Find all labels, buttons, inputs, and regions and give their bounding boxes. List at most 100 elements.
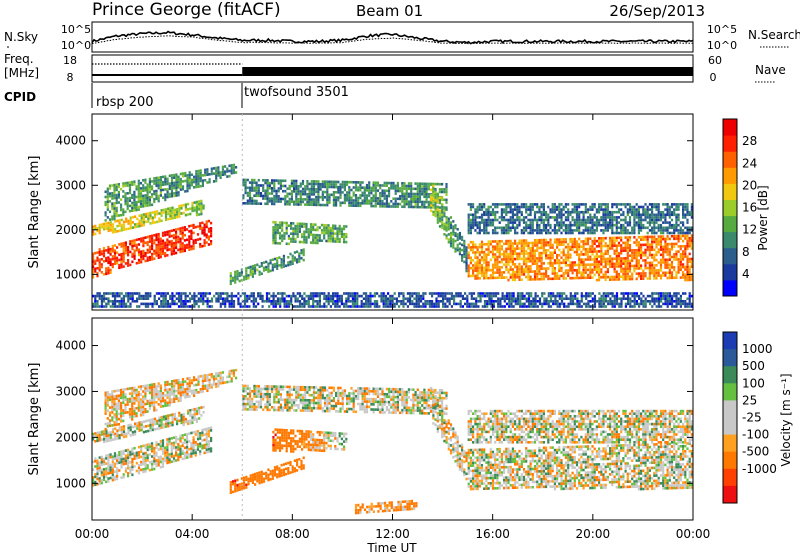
echo-cell (378, 305, 381, 308)
echo-cell (304, 190, 307, 193)
echo-cell (281, 226, 284, 230)
echo-cell (343, 305, 346, 308)
echo-cell (659, 231, 663, 235)
echo-cell (111, 300, 114, 303)
echo-cell (400, 300, 403, 303)
echo-cell (292, 294, 295, 298)
echo-cell (294, 224, 297, 228)
echo-cell (343, 225, 346, 228)
echo-cell (336, 235, 339, 238)
echo-cell (232, 171, 235, 175)
echo-cell (446, 300, 449, 303)
echo-cell (438, 190, 441, 194)
echo-cell (562, 240, 565, 244)
echo-cell (299, 182, 302, 185)
echo-cell (434, 212, 437, 215)
echo-cell (522, 244, 526, 248)
echo-cell (125, 294, 128, 298)
echo-cell (564, 269, 567, 272)
echo-cell (122, 184, 125, 188)
echo-cell (283, 300, 286, 303)
echo-cell (96, 251, 99, 254)
echo-cell (454, 239, 457, 243)
echo-cell (613, 223, 616, 227)
echo-cell (306, 185, 309, 188)
echo-cell (483, 258, 486, 262)
echo-cell (113, 244, 117, 247)
echo-cell (644, 243, 647, 247)
echo-cell (292, 235, 295, 238)
echo-cell (686, 244, 689, 248)
echo-cell (357, 188, 360, 192)
echo-cell (655, 218, 658, 222)
echo-cell (498, 221, 501, 224)
echo-cell (556, 261, 559, 265)
echo-cell (416, 182, 419, 185)
echo-cell (269, 269, 272, 273)
echo-cell (567, 271, 570, 275)
echo-cell (113, 186, 116, 189)
echo-cell (268, 300, 271, 303)
echo-cell (306, 200, 309, 204)
echo-cell (558, 243, 561, 247)
echo-cell (146, 183, 149, 186)
echo-cell (195, 177, 198, 181)
echo-cell (395, 302, 398, 306)
echo-cell (686, 265, 689, 269)
echo-cell (520, 252, 523, 255)
echo-cell (316, 226, 319, 229)
echo-cell (175, 191, 178, 195)
echo-cell (436, 218, 439, 222)
echo-cell (434, 191, 437, 194)
echo-cell (338, 240, 341, 243)
echo-cell (520, 229, 523, 232)
echo-cell (151, 305, 154, 308)
echo-cell (159, 178, 162, 182)
echo-cell (274, 302, 277, 306)
echo-cell (514, 270, 517, 274)
echo-cell (653, 216, 656, 219)
echo-cell (483, 269, 486, 272)
echo-cell (542, 243, 545, 247)
echo-cell (586, 263, 590, 266)
echo-cell (556, 243, 559, 247)
echo-cell (401, 200, 404, 203)
echo-cell (276, 242, 279, 245)
echo-cell (505, 276, 508, 279)
echo-cell (503, 250, 506, 253)
echo-cell (257, 189, 260, 192)
echo-cell (657, 203, 660, 206)
echo-cell (127, 264, 130, 267)
echo-cell (679, 255, 682, 259)
echo-cell (494, 300, 498, 303)
echo-cell (553, 223, 556, 227)
echo-cell (664, 250, 667, 254)
echo-cell (662, 213, 665, 217)
echo-cell (511, 270, 514, 274)
echo-cell (485, 218, 488, 222)
echo-cell (192, 226, 195, 229)
echo-cell (558, 266, 561, 270)
echo-cell (664, 226, 667, 230)
echo-cell (394, 187, 397, 190)
echo-cell (553, 210, 556, 214)
echo-cell (151, 219, 154, 222)
echo-cell (509, 216, 512, 219)
echo-cell (265, 297, 269, 300)
echo-cell (262, 269, 266, 272)
echo-cell (520, 231, 523, 235)
echo-cell (109, 300, 112, 303)
echo-cell (480, 221, 484, 224)
echo-cell (615, 244, 618, 247)
echo-cell (617, 216, 621, 219)
echo-cell (690, 260, 693, 263)
echo-cell (296, 300, 299, 303)
echo-cell (558, 221, 561, 224)
echo-cell (413, 305, 416, 308)
echo-cell (406, 300, 409, 303)
echo-cell (472, 266, 475, 270)
echo-cell (604, 221, 607, 224)
echo-cell (301, 222, 304, 226)
echo-cell (545, 223, 548, 227)
echo-cell (422, 294, 425, 298)
